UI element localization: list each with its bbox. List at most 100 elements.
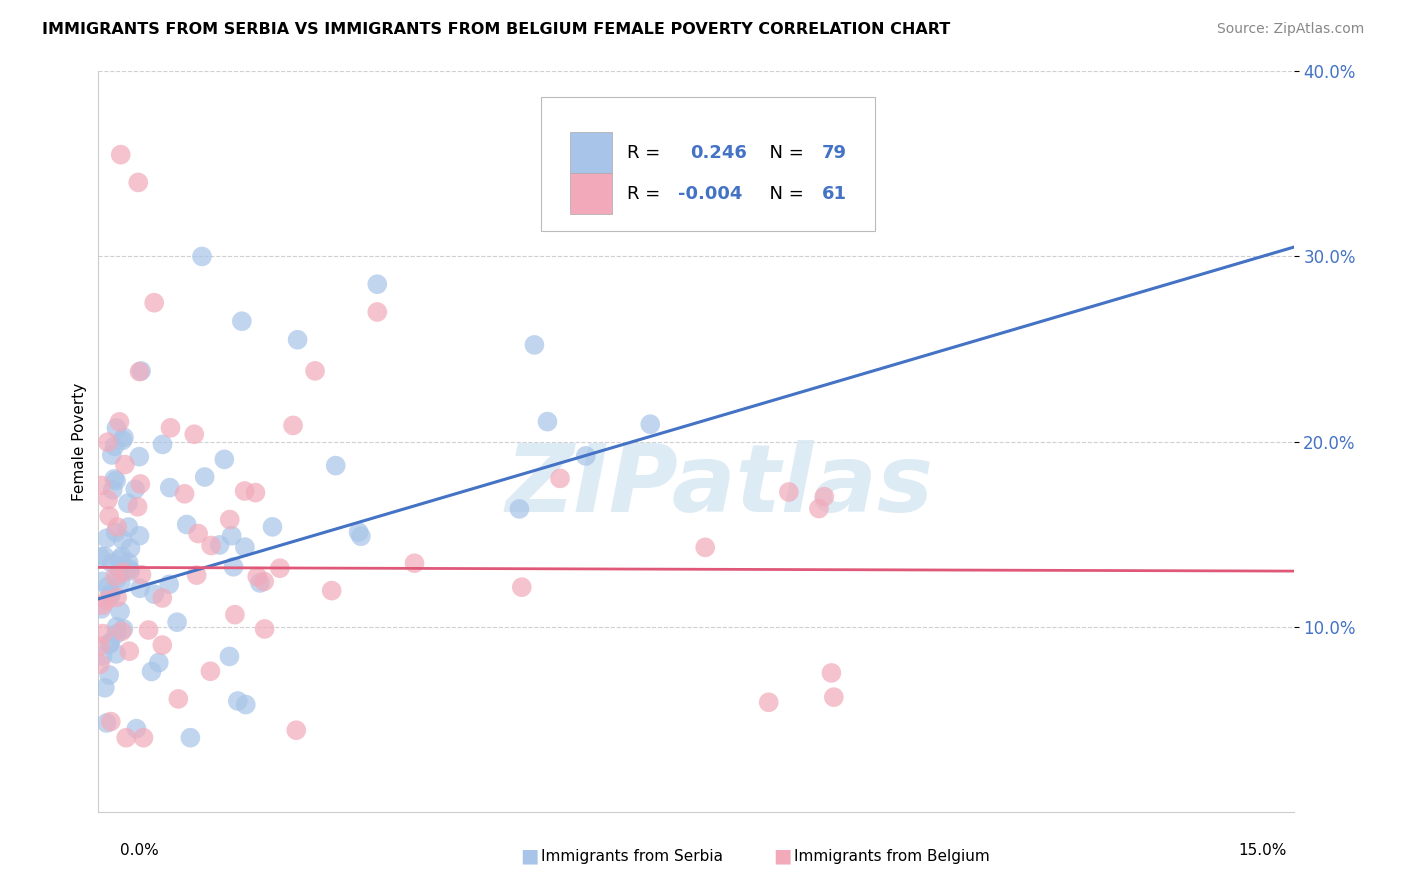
Point bbox=[347, 525, 370, 540]
Point bbox=[91, 599, 114, 613]
Point bbox=[111, 624, 134, 639]
Text: ZIPatlas: ZIPatlas bbox=[506, 440, 934, 532]
Point bbox=[159, 421, 181, 435]
Point bbox=[108, 604, 131, 618]
Point bbox=[108, 562, 131, 576]
Text: R =: R = bbox=[627, 185, 665, 202]
Text: N =: N = bbox=[758, 144, 810, 161]
Text: -0.004: -0.004 bbox=[678, 185, 742, 202]
Point bbox=[101, 483, 124, 497]
Point bbox=[129, 477, 152, 491]
Point bbox=[233, 483, 256, 498]
Point bbox=[98, 637, 121, 651]
Point bbox=[173, 487, 195, 501]
Point bbox=[321, 583, 343, 598]
Point bbox=[131, 567, 153, 582]
Point bbox=[98, 668, 121, 682]
Point bbox=[778, 485, 800, 500]
Point bbox=[91, 649, 114, 664]
Point bbox=[191, 250, 214, 264]
Point bbox=[100, 587, 122, 601]
Point bbox=[548, 471, 571, 485]
Point bbox=[245, 485, 267, 500]
Point bbox=[104, 525, 127, 540]
Point bbox=[350, 529, 373, 543]
Point bbox=[159, 481, 181, 495]
Point bbox=[89, 639, 111, 653]
Point bbox=[253, 622, 276, 636]
Point bbox=[200, 665, 222, 679]
Text: R =: R = bbox=[627, 144, 672, 161]
Point bbox=[96, 531, 118, 545]
Point bbox=[224, 607, 246, 622]
Text: 0.246: 0.246 bbox=[690, 144, 747, 161]
Point bbox=[118, 644, 141, 658]
Point bbox=[249, 576, 271, 591]
Point bbox=[366, 277, 388, 292]
Point bbox=[262, 520, 284, 534]
Text: ■: ■ bbox=[773, 847, 792, 866]
Point bbox=[89, 549, 111, 564]
Point bbox=[143, 295, 166, 310]
Point bbox=[108, 415, 131, 429]
Text: Immigrants from Serbia: Immigrants from Serbia bbox=[541, 849, 723, 863]
Point bbox=[231, 314, 253, 328]
Point bbox=[536, 415, 558, 429]
Point bbox=[150, 638, 173, 652]
Text: 61: 61 bbox=[821, 185, 846, 202]
Point bbox=[218, 649, 240, 664]
Point bbox=[100, 714, 122, 729]
Point bbox=[105, 572, 128, 586]
Point bbox=[523, 338, 546, 352]
Point bbox=[287, 333, 309, 347]
Point bbox=[105, 421, 128, 435]
Point bbox=[226, 694, 249, 708]
Point bbox=[233, 540, 256, 554]
Point bbox=[575, 449, 598, 463]
Point bbox=[214, 452, 236, 467]
Point bbox=[246, 569, 269, 583]
Point bbox=[167, 692, 190, 706]
Point bbox=[253, 574, 276, 589]
Point bbox=[176, 517, 198, 532]
Point bbox=[120, 564, 142, 578]
Point bbox=[129, 581, 152, 595]
Point bbox=[91, 626, 114, 640]
Point bbox=[125, 722, 148, 736]
Point bbox=[101, 448, 124, 462]
Point bbox=[218, 512, 240, 526]
Point bbox=[97, 492, 120, 507]
Point bbox=[112, 430, 135, 444]
Point bbox=[179, 731, 201, 745]
Point bbox=[105, 520, 128, 534]
Point bbox=[100, 589, 122, 603]
Bar bbox=[571, 173, 613, 214]
Point bbox=[110, 147, 132, 161]
Point bbox=[117, 496, 139, 510]
Point bbox=[208, 538, 231, 552]
Point bbox=[105, 591, 128, 605]
Point bbox=[96, 716, 118, 731]
Point bbox=[404, 556, 426, 570]
Point bbox=[325, 458, 347, 473]
Point bbox=[108, 552, 131, 566]
Point bbox=[221, 529, 243, 543]
Point bbox=[194, 470, 217, 484]
Point bbox=[97, 580, 120, 594]
Point bbox=[103, 472, 125, 486]
Point bbox=[127, 175, 149, 190]
Point bbox=[823, 690, 845, 705]
Point bbox=[120, 541, 142, 556]
Point bbox=[112, 622, 135, 636]
Point bbox=[235, 698, 257, 712]
Point bbox=[118, 562, 141, 576]
Point bbox=[124, 483, 146, 497]
Point bbox=[104, 627, 127, 641]
Point bbox=[807, 501, 830, 516]
Point bbox=[110, 576, 132, 591]
Point bbox=[820, 665, 842, 680]
Point bbox=[508, 502, 530, 516]
Point bbox=[128, 365, 150, 379]
Text: 15.0%: 15.0% bbox=[1239, 843, 1286, 858]
Text: N =: N = bbox=[758, 185, 810, 202]
